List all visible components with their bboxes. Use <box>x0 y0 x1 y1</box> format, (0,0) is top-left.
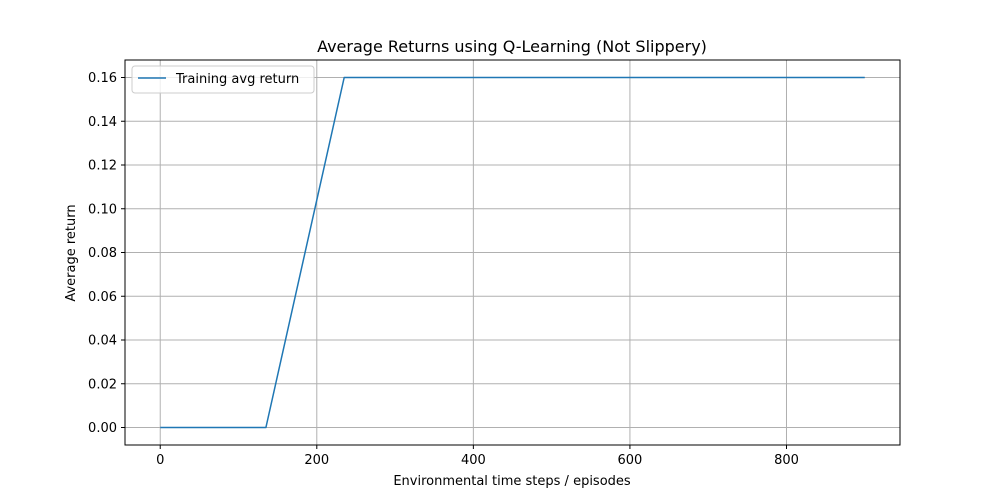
y-tick-label: 0.04 <box>88 334 117 349</box>
y-tick-label: 0.16 <box>88 71 117 86</box>
x-tick-label: 400 <box>461 453 486 468</box>
x-axis-ticks: 0 200 400 600 800 <box>156 445 799 468</box>
y-axis-title: Average return <box>64 204 79 301</box>
y-tick-label: 0.14 <box>88 115 117 130</box>
series-line <box>160 76 865 429</box>
x-tick-label: 600 <box>618 453 643 468</box>
y-tick-label: 0.00 <box>88 421 117 436</box>
y-axis-ticks: 0.00 0.02 0.04 0.06 0.08 0.10 0.12 0.14 0.16 <box>88 71 125 436</box>
y-tick-label: 0.12 <box>88 159 117 174</box>
x-axis-title: Environmental time steps / episodes <box>393 474 631 489</box>
y-tick-label: 0.06 <box>88 290 117 305</box>
legend: Training avg return <box>131 65 315 94</box>
x-tick-label: 800 <box>774 453 799 468</box>
x-tick-label: 200 <box>304 453 329 468</box>
y-tick-label: 0.02 <box>88 377 117 392</box>
y-tick-label: 0.08 <box>88 246 117 261</box>
series-layer <box>160 76 865 429</box>
y-tick-label: 0.10 <box>88 202 117 217</box>
legend-box <box>131 65 315 94</box>
legend-label: Training avg return <box>175 72 299 87</box>
chart-title: Average Returns using Q-Learning (Not Sl… <box>317 37 707 56</box>
x-tick-label: 0 <box>156 453 164 468</box>
